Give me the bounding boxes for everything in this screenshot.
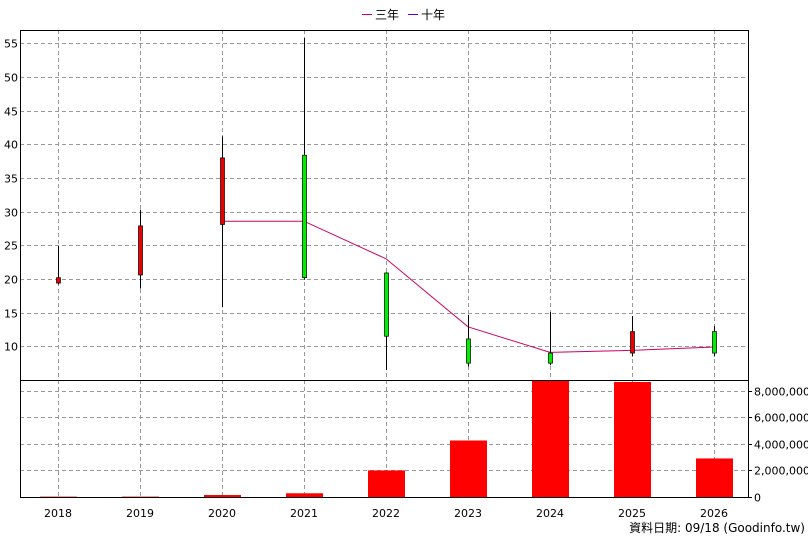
candle-2018 (56, 246, 61, 285)
x-tick-label: 2018 (44, 507, 72, 520)
footer-source: 資料日期: 09/18 (Goodinfo.tw) (629, 521, 805, 535)
volume-bar-2023 (450, 440, 487, 497)
x-tick-label: 2020 (208, 507, 236, 520)
volume-tick-label: 0 (754, 492, 761, 505)
volume-bar-2020 (204, 495, 241, 497)
x-tick-label: 2022 (372, 507, 400, 520)
candle-body (302, 154, 307, 279)
volume-y-ticks: 0 2,000,000 4,000,000 6,000,000 8,000,000 (748, 386, 808, 505)
candle-2020 (220, 136, 225, 308)
candle-2025 (630, 316, 635, 357)
volume-panel: 0 2,000,000 4,000,000 6,000,000 8,000,000 (20, 380, 808, 505)
legend-label: 十年 (421, 8, 445, 22)
chart-legend: 三年 十年 (362, 8, 445, 22)
candle-body (220, 157, 225, 225)
candle-2022 (384, 272, 389, 370)
volume-tick-label: 4,000,000 (754, 439, 808, 452)
volume-tick-label: 8,000,000 (754, 386, 808, 399)
candle-body (712, 331, 717, 354)
price-tick-label: 50 (4, 72, 18, 85)
panel-frames (20, 30, 749, 498)
candle-body (138, 225, 143, 276)
candle-2019 (138, 209, 143, 289)
volume-frame (20, 380, 749, 498)
candle-body (466, 338, 471, 364)
volume-bar-2022 (368, 470, 405, 497)
volume-bar-2024 (532, 380, 569, 497)
price-tick-label: 15 (4, 308, 18, 321)
candle-body (548, 352, 553, 364)
candle-body (630, 331, 635, 354)
legend-item-1: 十年 (408, 8, 445, 22)
candle-body (384, 272, 389, 337)
x-tick-label: 2026 (700, 507, 728, 520)
candle-2021 (302, 38, 307, 280)
candle-body (56, 277, 61, 284)
price-tick-label: 55 (4, 38, 18, 51)
x-tick-label: 2021 (290, 507, 318, 520)
x-tick-label: 2024 (536, 507, 564, 520)
price-gridlines (20, 30, 748, 380)
volume-tick-label: 6,000,000 (754, 412, 808, 425)
price-tick-label: 40 (4, 139, 18, 152)
volume-bar-2026 (696, 458, 733, 497)
x-axis-ticks: 2018 2019 2020 2021 2022 2023 2024 2025 2026 (44, 507, 728, 520)
price-tick-label: 35 (4, 173, 18, 186)
price-tick-label: 30 (4, 207, 18, 220)
candle-2024 (548, 312, 553, 366)
candles (56, 38, 717, 370)
volume-tick-label: 2,000,000 (754, 465, 808, 478)
x-tick-label: 2019 (126, 507, 154, 520)
price-y-ticks: 10 15 20 25 30 35 40 45 50 55 (4, 38, 18, 354)
volume-bar-2021 (286, 493, 323, 497)
price-tick-label: 20 (4, 274, 18, 287)
price-panel: 10 15 20 25 30 35 40 45 50 55 (4, 30, 748, 380)
candle-2026 (712, 326, 717, 357)
candle-2023 (466, 314, 471, 367)
price-tick-label: 10 (4, 341, 18, 354)
x-tick-label: 2025 (618, 507, 646, 520)
legend-item-0: 三年 (362, 8, 399, 22)
volume-bars (40, 380, 733, 498)
legend-label: 三年 (375, 8, 399, 22)
price-tick-label: 45 (4, 106, 18, 119)
x-tick-label: 2023 (454, 507, 482, 520)
price-tick-label: 25 (4, 240, 18, 253)
volume-bar-2025 (614, 381, 651, 497)
